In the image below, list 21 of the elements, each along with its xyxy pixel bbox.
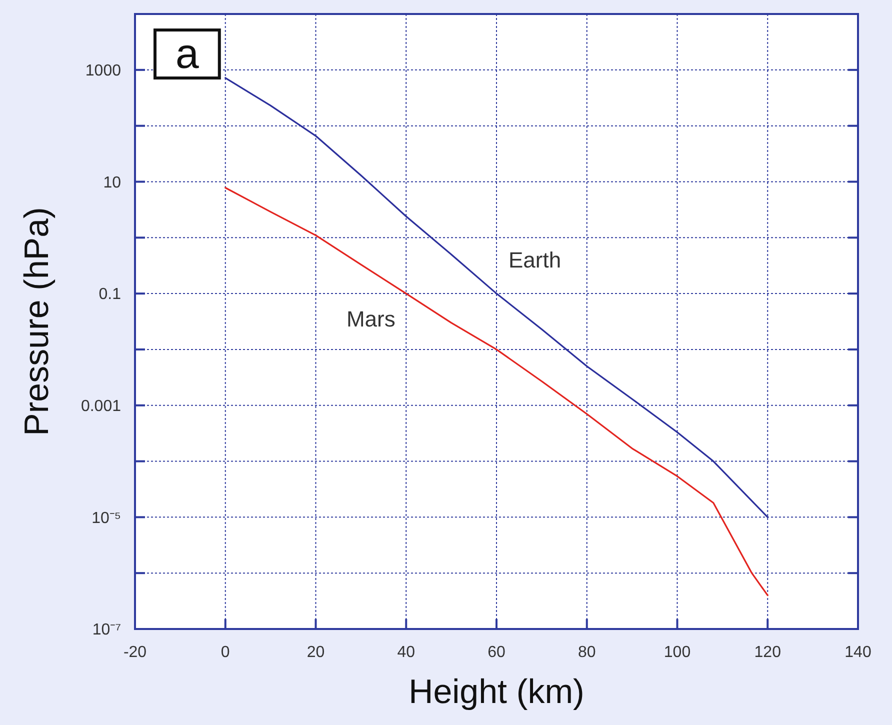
annotation: a bbox=[176, 30, 200, 77]
y-tick-label: 10⁻⁷ bbox=[92, 622, 122, 639]
y-tick-label: 1000 bbox=[85, 62, 122, 80]
series-label: Earth bbox=[508, 248, 562, 273]
line-series bbox=[224, 186, 768, 596]
x-tick-label: 0 bbox=[220, 644, 230, 661]
x-tick-label: 140 bbox=[844, 644, 872, 661]
x-tick-label: 20 bbox=[306, 644, 325, 661]
x-tick-label: 120 bbox=[754, 644, 782, 661]
y-axis-title: Pressure (hPa) bbox=[18, 207, 56, 436]
x-tick-label: -20 bbox=[123, 644, 147, 661]
y-tick-label: 0.001 bbox=[80, 398, 122, 415]
x-axis-title: Height (km) bbox=[408, 673, 584, 711]
y-tick-label: 0.1 bbox=[98, 286, 122, 304]
x-tick-label: 40 bbox=[397, 644, 416, 661]
y-tick-label: 10⁻⁵ bbox=[92, 510, 121, 527]
y-tick-label: 10 bbox=[103, 174, 122, 192]
x-tick-label: 80 bbox=[578, 644, 596, 661]
x-tick-label: 100 bbox=[664, 644, 691, 661]
x-tick-label: 60 bbox=[488, 644, 506, 661]
series-label: Mars bbox=[346, 306, 396, 332]
